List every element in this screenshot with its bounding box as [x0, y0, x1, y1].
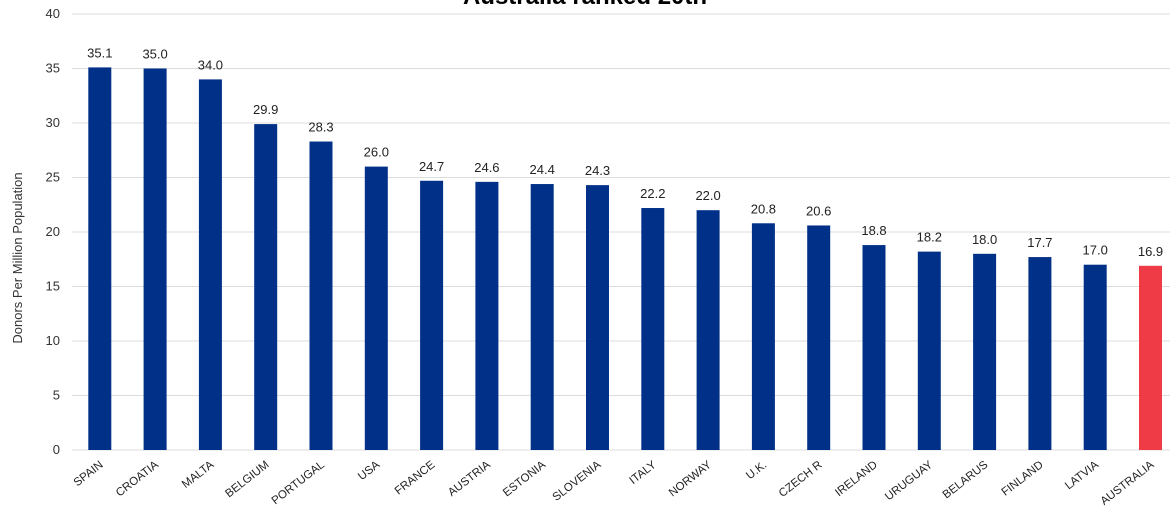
data-label: 28.3 [308, 120, 333, 135]
bar-czech-r [807, 225, 831, 450]
data-label: 22.2 [640, 186, 665, 201]
x-tick-label: MALTA [180, 459, 217, 491]
data-label: 20.8 [751, 201, 776, 216]
y-tick-label: 35 [46, 61, 60, 76]
data-label: 24.7 [419, 159, 444, 174]
data-label: 18.8 [861, 223, 886, 238]
y-tick-label: 40 [46, 6, 60, 21]
data-label: 24.6 [474, 160, 499, 175]
x-tick-label: IRELAND [833, 459, 880, 499]
x-tick-label: U.K. [744, 459, 769, 482]
bar-norway [696, 210, 720, 450]
data-label: 17.0 [1083, 243, 1108, 258]
y-tick-label: 5 [53, 388, 60, 403]
data-label: 16.9 [1138, 244, 1163, 259]
x-tick-label: PORTUGAL [270, 459, 328, 508]
bar-usa [364, 166, 388, 450]
x-tick-label: FRANCE [393, 459, 438, 498]
y-tick-label: 15 [46, 279, 60, 294]
data-label: 18.2 [917, 230, 942, 245]
x-tick-label: LATVIA [1063, 459, 1101, 493]
data-label: 26.0 [364, 145, 389, 160]
y-tick-label: 20 [46, 224, 60, 239]
bar-u-k [751, 223, 775, 450]
y-tick-label: 25 [46, 170, 60, 185]
y-axis-ticks: 0 5 10 15 20 25 30 35 40 [46, 6, 60, 457]
x-tick-label: USA [356, 459, 382, 483]
x-tick-label: BELGIUM [223, 459, 271, 500]
bar-malta [198, 79, 222, 451]
y-tick-label: 0 [53, 442, 60, 457]
data-label: 24.4 [530, 162, 555, 177]
bar-estonia [530, 184, 554, 451]
x-tick-label: FINLAND [1000, 459, 1046, 499]
bar-uruguay [917, 251, 941, 450]
data-label: 22.0 [695, 188, 720, 203]
bar-croatia [143, 68, 167, 450]
data-labels: 35.1 35.0 34.0 29.9 28.3 26.0 24.7 24.6 24.4 24.3… [87, 45, 1163, 258]
gridlines [72, 13, 1170, 451]
data-label: 29.9 [253, 102, 278, 117]
y-tick-label: 30 [46, 115, 60, 130]
bar-finland [1028, 257, 1052, 450]
x-tick-label: NORWAY [667, 459, 714, 500]
x-tick-label: ESTONIA [501, 459, 548, 500]
x-tick-label: ITALY [627, 459, 658, 487]
data-label: 24.3 [585, 163, 610, 178]
bar-belarus [973, 253, 997, 450]
bar-italy [641, 208, 665, 450]
x-tick-label: URUGUAY [883, 459, 935, 504]
bar-latvia [1083, 264, 1107, 450]
data-label: 17.7 [1027, 235, 1052, 250]
data-label: 34.0 [198, 57, 223, 72]
bar-portugal [309, 141, 333, 450]
data-label: 35.0 [142, 47, 167, 62]
bar-belgium [254, 124, 278, 450]
x-tick-label: AUSTRALIA [1099, 459, 1157, 508]
bars [88, 67, 1162, 451]
data-label: 20.6 [806, 203, 831, 218]
y-tick-label: 10 [46, 333, 60, 348]
x-tick-label: SPAIN [72, 459, 106, 489]
x-tick-label: BELARUS [941, 459, 991, 502]
bar-france [420, 180, 444, 450]
y-axis-label: Donors Per Million Population [10, 172, 25, 343]
x-tick-label: CROATIA [114, 459, 161, 500]
x-tick-label: AUSTRIA [446, 459, 493, 499]
bar-austria [475, 181, 499, 451]
chart-title: Australia ranked 20th [463, 0, 707, 10]
data-label: 35.1 [87, 45, 112, 60]
x-tick-label: CZECH R [777, 459, 825, 500]
data-label: 18.0 [972, 232, 997, 247]
x-tick-label: SLOVENIA [551, 459, 604, 504]
bar-spain [88, 67, 112, 450]
bar-australia [1139, 265, 1162, 450]
bar-ireland [862, 245, 886, 450]
bar-slovenia [586, 185, 609, 450]
